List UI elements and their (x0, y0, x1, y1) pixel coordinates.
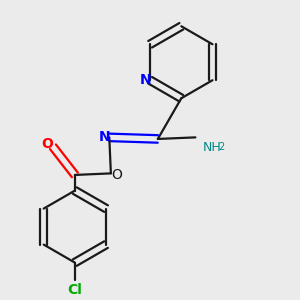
Text: O: O (111, 168, 122, 182)
Text: O: O (41, 136, 52, 151)
Text: 2: 2 (218, 142, 224, 152)
Text: NH: NH (203, 140, 222, 154)
Text: N: N (99, 130, 110, 144)
Text: Cl: Cl (68, 283, 82, 297)
Text: N: N (140, 73, 151, 87)
